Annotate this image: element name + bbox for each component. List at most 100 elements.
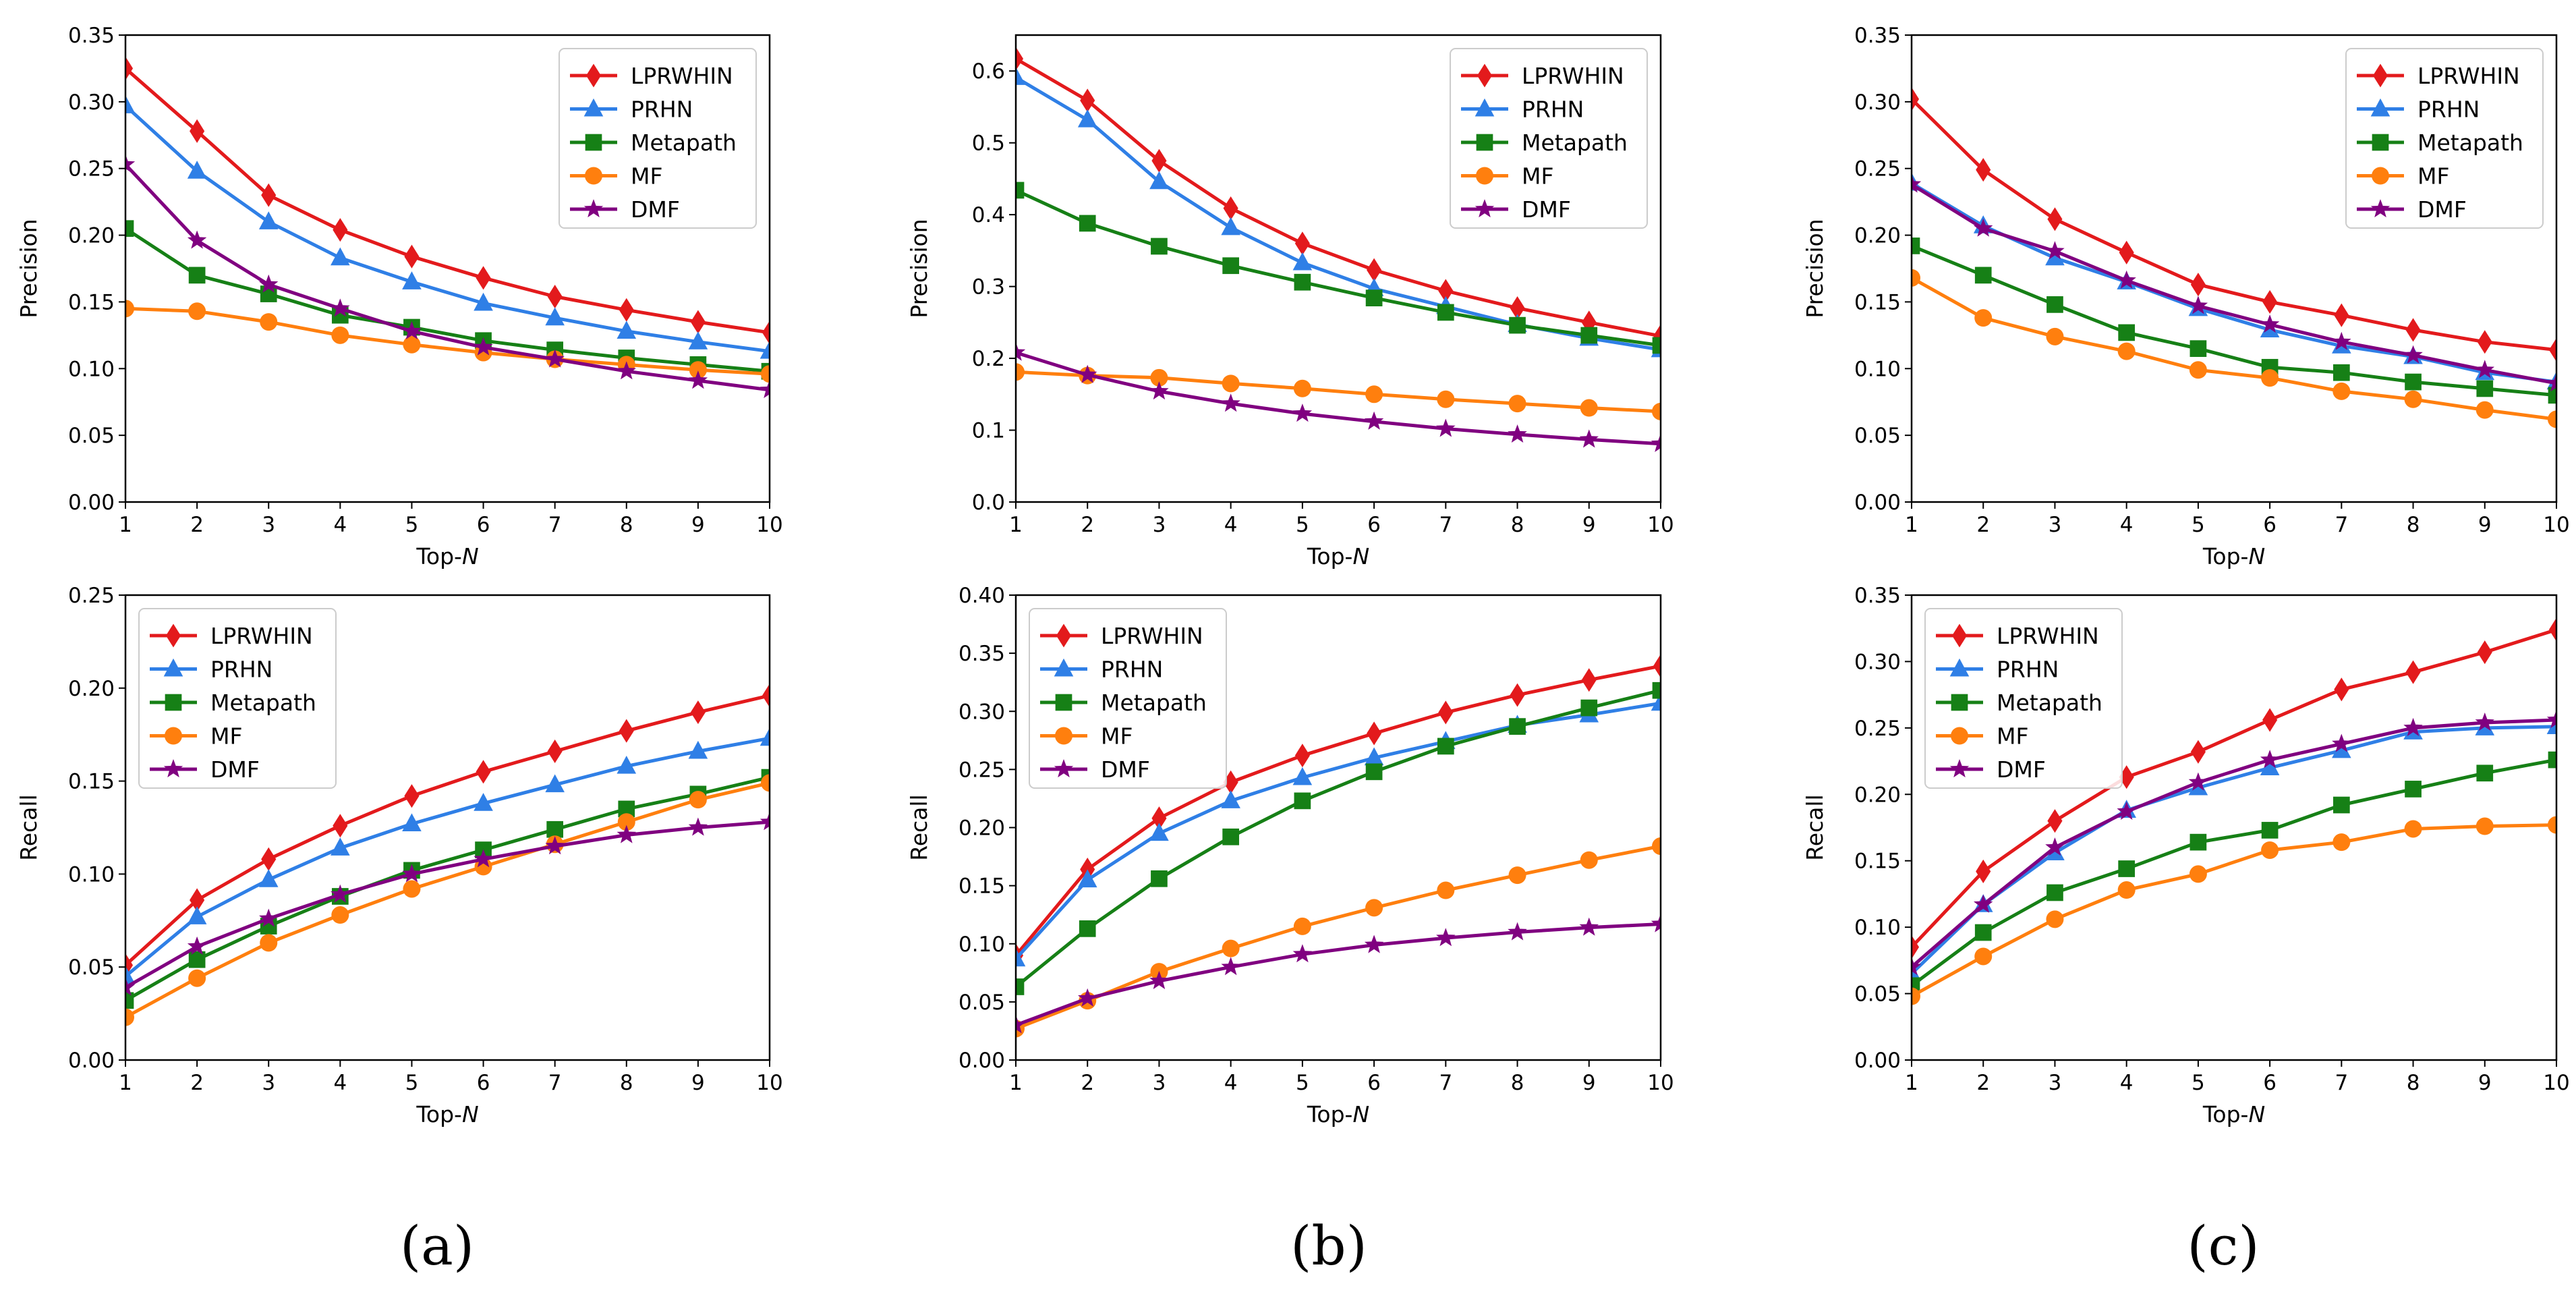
- point-metapath: [1365, 763, 1383, 781]
- series-line-dmf: [1912, 183, 2556, 385]
- chart-panel-5: 1 2 3 4 5 6 7 8 9 10 0.00 0.05 0.10 0.15 0.20 0.25 0.30 0…: [906, 584, 1674, 1127]
- point-mf: [403, 335, 421, 354]
- point-metapath: [1652, 337, 1661, 354]
- point-mf: [2046, 327, 2064, 345]
- x-tick-label: 6: [2263, 513, 2277, 537]
- point-metapath: [2332, 796, 2350, 814]
- point-mf: [2548, 410, 2556, 428]
- legend-label-dmf: DMF: [1997, 756, 2046, 783]
- point-prhn: [2332, 740, 2351, 758]
- point-metapath: [1580, 699, 1598, 717]
- legend-label-mf: MF: [1101, 723, 1133, 750]
- point-metapath: [1912, 238, 1920, 254]
- point-metapath: [2548, 387, 2556, 404]
- x-axis-label-italic: N: [1352, 1101, 1369, 1127]
- legend-box: [559, 48, 757, 229]
- point-mf: [2189, 361, 2207, 379]
- y-tick-label: 0.15: [958, 874, 1005, 899]
- point-lprwhin: [690, 700, 706, 725]
- legend-marker-metapath: [1476, 134, 1493, 151]
- x-tick-label: 10: [1647, 513, 1673, 537]
- x-tick-label: 7: [2335, 1071, 2348, 1095]
- point-lprwhin: [1151, 148, 1167, 173]
- y-tick-label: 0.30: [1854, 650, 1901, 674]
- point-prhn: [1149, 171, 1169, 190]
- legend-marker-lprwhin: [1951, 623, 1968, 648]
- legend-marker-dmf: [1054, 759, 1074, 778]
- point-mf: [761, 774, 770, 792]
- legend: LPRWHIN PRHN Metapath MF DMF: [138, 608, 337, 789]
- point-mf: [331, 906, 349, 924]
- point-mf: [125, 1008, 134, 1026]
- legend-box: [1450, 48, 1648, 229]
- series-line-dmf: [1016, 351, 1661, 446]
- point-dmf: [2403, 717, 2423, 736]
- point-prhn: [331, 837, 350, 856]
- point-mf: [1437, 881, 1455, 899]
- x-axis-label-italic: N: [462, 1101, 479, 1127]
- legend-label-dmf: DMF: [1522, 196, 1571, 223]
- point-lprwhin: [2119, 765, 2134, 789]
- legend-label-lprwhin: LPRWHIN: [1997, 623, 2099, 649]
- legend-marker-mf: [585, 167, 602, 185]
- point-lprwhin: [2405, 660, 2421, 684]
- point-lprwhin: [2047, 809, 2063, 833]
- caption-a: (a): [399, 1215, 475, 1277]
- point-mf: [260, 313, 278, 331]
- point-mf: [1580, 851, 1598, 869]
- x-tick-label: 8: [620, 513, 633, 537]
- x-tick-label: 3: [262, 1071, 275, 1095]
- point-dmf: [2475, 713, 2494, 731]
- point-metapath: [546, 820, 564, 838]
- legend-marker-dmf: [583, 199, 604, 218]
- y-tick-label: 0.05: [68, 955, 115, 980]
- point-lprwhin: [547, 284, 563, 309]
- legend-label-dmf: DMF: [631, 196, 680, 223]
- point-dmf: [1579, 917, 1599, 936]
- point-prhn: [187, 906, 207, 924]
- point-metapath: [1016, 182, 1025, 199]
- point-dmf: [545, 349, 565, 368]
- y-tick-label: 0.00: [1854, 491, 1901, 515]
- series-line-dmf: [125, 820, 770, 989]
- point-prhn: [1016, 948, 1026, 967]
- point-metapath: [2405, 373, 2422, 391]
- y-tick-label: 0.05: [958, 991, 1005, 1015]
- point-prhn: [402, 813, 422, 832]
- legend: LPRWHIN PRHN Metapath MF DMF: [559, 48, 757, 229]
- series-line-mf: [1912, 823, 2556, 998]
- legend: LPRWHIN PRHN Metapath MF DMF: [1450, 48, 1648, 229]
- x-tick-label: 5: [1296, 1071, 1309, 1095]
- y-tick-label: 0.00: [958, 1049, 1005, 1073]
- legend: LPRWHIN PRHN Metapath MF DMF: [2345, 48, 2544, 229]
- y-tick-label: 0.2: [972, 347, 1005, 371]
- caption-b: (b): [1290, 1215, 1367, 1277]
- x-tick-label: 7: [548, 513, 562, 537]
- x-tick-label: 6: [477, 1071, 490, 1095]
- legend-marker-lprwhin: [1477, 63, 1493, 88]
- point-mf: [1365, 385, 1383, 403]
- point-metapath: [1509, 316, 1526, 334]
- legend-box: [2345, 48, 2544, 229]
- point-dmf: [2475, 360, 2494, 379]
- series-line-prhn: [125, 736, 770, 978]
- x-tick-label: 8: [1511, 1071, 1524, 1095]
- x-axis-label-italic: N: [462, 543, 479, 569]
- point-mf: [2332, 382, 2351, 400]
- x-axis-label-italic: N: [1352, 543, 1369, 569]
- point-prhn: [617, 755, 637, 774]
- chart-panel-6: 1 2 3 4 5 6 7 8 9 10 0.00 0.05 0.10 0.15 0.20 0.25 0.30 0…: [1802, 584, 2570, 1127]
- legend: LPRWHIN PRHN Metapath MF DMF: [1924, 608, 2123, 789]
- y-tick-label: 0.20: [1854, 783, 1901, 807]
- legend-marker-metapath: [165, 694, 182, 711]
- x-tick-label: 2: [1976, 1071, 1990, 1095]
- point-mf: [2046, 910, 2064, 928]
- legend-box: [1924, 608, 2123, 789]
- x-tick-label: 7: [1439, 513, 1452, 537]
- series-line-lprwhin: [125, 67, 770, 335]
- point-prhn: [617, 321, 637, 339]
- point-prhn: [402, 271, 422, 289]
- legend-marker-dmf: [1475, 199, 1495, 218]
- y-tick-label: 0.00: [68, 491, 115, 515]
- plot-area: [1912, 87, 2556, 428]
